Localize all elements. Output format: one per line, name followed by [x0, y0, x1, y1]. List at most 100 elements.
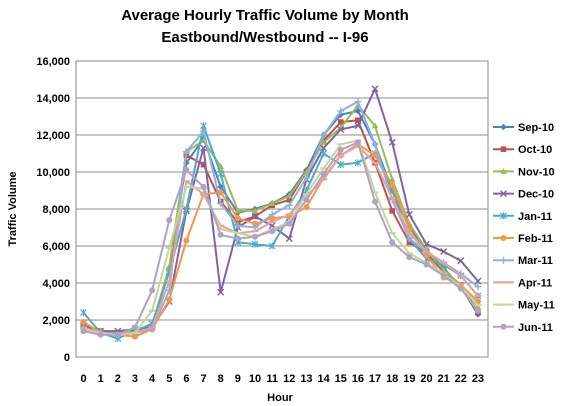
data-point-dec-10	[423, 240, 430, 248]
data-point-jun-11	[372, 198, 379, 205]
data-point-oct-10	[355, 117, 361, 123]
data-point-jan-11	[268, 242, 276, 250]
series-jun-11	[80, 139, 481, 338]
data-point-jun-11	[337, 146, 344, 153]
series-line-jun-11	[83, 141, 479, 336]
data-point-dec-10	[200, 144, 208, 152]
legend-item-sep-10: Sep-10	[493, 122, 554, 134]
data-point-feb-11	[183, 237, 190, 244]
data-point-nov-10	[286, 192, 293, 199]
data-point-jan-11	[182, 205, 190, 213]
data-point-nov-10	[251, 207, 259, 214]
legend-item-mar-11: Mar-11	[493, 255, 553, 267]
data-point-feb-11	[389, 181, 396, 188]
data-point-jun-11	[114, 331, 121, 338]
x-tick-label: 16	[352, 373, 364, 385]
x-tick-label: 15	[335, 373, 347, 385]
legend-item-jun-11: Jun-11	[493, 322, 553, 334]
series-apr-11	[80, 145, 482, 336]
data-point-jun-11	[183, 167, 190, 174]
legend: Sep-10 Oct-10 Nov-10 Dec-10 Jan-11 Feb-11 Mar-…	[493, 122, 555, 334]
data-point-jun-11	[440, 272, 447, 279]
y-tick-label: 4,000	[42, 278, 70, 290]
data-point-mar-11	[268, 211, 276, 219]
data-point-mar-11	[354, 98, 362, 106]
legend-marker-dec-10	[500, 190, 507, 198]
x-tick-label: 13	[300, 373, 312, 385]
legend-marker-feb-11	[500, 235, 507, 241]
data-point-jun-11	[423, 261, 430, 268]
y-tick-label: 6,000	[42, 241, 70, 253]
legend-marker-oct-10	[500, 146, 507, 152]
data-point-feb-11	[166, 296, 173, 303]
data-point-jun-11	[320, 170, 327, 177]
data-point-nov-10	[268, 200, 276, 206]
data-point-jun-11	[389, 239, 396, 246]
data-point-dec-10	[320, 144, 328, 152]
data-point-dec-10	[371, 85, 379, 93]
data-point-oct-10	[286, 196, 293, 203]
data-point-mar-11	[200, 127, 208, 135]
data-point-oct-10	[337, 119, 344, 125]
legend-item-jan-11: Jan-11	[493, 211, 552, 223]
x-tick-label: 19	[403, 373, 415, 385]
legend-label-may-11: May-11	[518, 300, 555, 312]
data-point-dec-10	[388, 138, 396, 146]
x-tick-label: 6	[183, 373, 189, 385]
data-point-jan-11	[80, 309, 87, 317]
data-point-mar-11	[405, 235, 413, 243]
data-point-mar-11	[251, 224, 259, 231]
series-line-may-11	[83, 139, 479, 336]
y-tick-label: 16,000	[36, 56, 70, 68]
legend-label-mar-11: Mar-11	[518, 255, 553, 267]
chart-title: Average Hourly Traffic Volume by Month	[121, 7, 409, 24]
legend-marker-mar-11	[500, 256, 507, 264]
x-tick-label: 0	[80, 373, 86, 385]
data-point-nov-10	[234, 207, 242, 214]
data-point-mar-11	[320, 131, 328, 139]
data-point-nov-10	[320, 139, 327, 145]
data-point-mar-11	[337, 107, 345, 115]
legend-item-dec-10: Dec-10	[493, 189, 554, 201]
data-point-jun-11	[200, 183, 207, 190]
series-line-sep-10	[83, 109, 479, 336]
data-point-jun-11	[354, 139, 361, 146]
data-point-mar-11	[302, 174, 310, 182]
data-point-jan-11	[320, 150, 328, 157]
data-point-dec-10	[285, 235, 293, 243]
x-tick-label: 12	[283, 373, 295, 385]
y-tick-label: 14,000	[36, 93, 70, 105]
y-tick-label: 10,000	[36, 167, 70, 179]
data-point-mar-11	[234, 222, 242, 230]
legend-label-dec-10: Dec-10	[518, 189, 554, 201]
data-point-jun-11	[303, 196, 310, 203]
x-tick-label: 5	[166, 373, 172, 385]
legend-item-oct-10: Oct-10	[493, 144, 552, 156]
x-tick-label: 8	[218, 373, 224, 385]
data-point-dec-10	[217, 288, 225, 296]
x-tick-label: 14	[317, 373, 330, 385]
chart-subtitle: Eastbound/Westbound -- I-96	[161, 29, 368, 46]
legend-label-sep-10: Sep-10	[518, 122, 554, 134]
data-point-jun-11	[474, 307, 481, 314]
legend-item-nov-10: Nov-10	[493, 166, 555, 178]
series-may-11	[80, 139, 482, 336]
data-point-dec-10	[337, 125, 345, 133]
data-point-mar-11	[371, 140, 379, 148]
legend-item-may-11: May-11	[493, 300, 555, 312]
data-point-feb-11	[234, 215, 241, 222]
data-point-jun-11	[97, 331, 104, 338]
data-point-dec-10	[251, 212, 259, 220]
legend-item-apr-11: Apr-11	[493, 277, 552, 289]
data-point-dec-10	[440, 248, 448, 256]
data-point-feb-11	[303, 204, 310, 211]
plot-area	[75, 60, 489, 358]
legend-marker-sep-10	[500, 123, 507, 131]
series-group	[80, 85, 482, 342]
y-axis-title: Traffic Volume	[7, 172, 19, 247]
legend-label-apr-11: Apr-11	[518, 277, 552, 289]
data-point-oct-10	[406, 239, 413, 246]
x-axis-title: Hour	[267, 392, 293, 404]
data-point-jun-11	[149, 287, 156, 294]
